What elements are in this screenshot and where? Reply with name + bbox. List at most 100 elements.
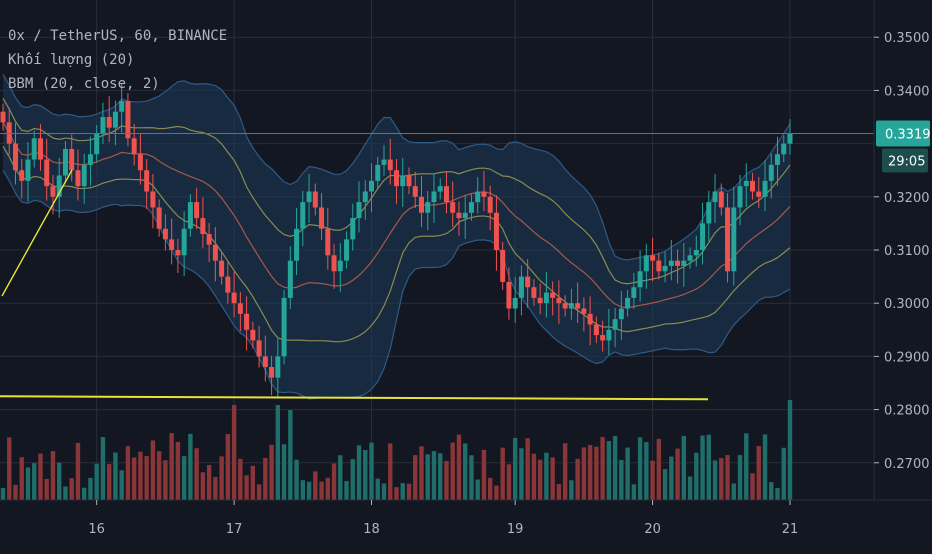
candle-body[interactable] xyxy=(437,186,443,192)
candle-body[interactable] xyxy=(206,234,212,245)
candle-body[interactable] xyxy=(106,117,112,128)
candle-body[interactable] xyxy=(675,260,681,266)
candle-body[interactable] xyxy=(687,255,693,261)
candle-body[interactable] xyxy=(775,154,781,165)
candle-body[interactable] xyxy=(712,191,718,203)
candle-body[interactable] xyxy=(425,202,431,213)
candle-body[interactable] xyxy=(225,276,231,293)
candle-body[interactable] xyxy=(294,228,300,261)
candle-body[interactable] xyxy=(231,292,237,304)
symbol-title[interactable]: 0x / TetherUS, 60, BINANCE xyxy=(8,28,228,44)
candle-body[interactable] xyxy=(668,260,674,266)
candle-body[interactable] xyxy=(387,159,393,171)
candle-body[interactable] xyxy=(506,281,512,309)
candle-body[interactable] xyxy=(94,132,100,155)
candle-body[interactable] xyxy=(637,271,643,288)
candle-body[interactable] xyxy=(350,218,356,240)
candle-body[interactable] xyxy=(618,308,624,320)
candle-body[interactable] xyxy=(693,250,699,256)
candle-body[interactable] xyxy=(631,287,637,298)
candle-body[interactable] xyxy=(381,159,387,165)
candle-body[interactable] xyxy=(656,260,662,272)
candle-body[interactable] xyxy=(768,164,774,181)
candle-body[interactable] xyxy=(337,260,343,272)
candle-body[interactable] xyxy=(375,164,381,181)
candle-body[interactable] xyxy=(256,340,262,357)
candle-body[interactable] xyxy=(287,260,293,298)
candle-body[interactable] xyxy=(462,212,468,219)
candle-body[interactable] xyxy=(112,111,118,128)
candle-body[interactable] xyxy=(156,207,162,229)
candle-body[interactable] xyxy=(87,154,93,165)
candle-body[interactable] xyxy=(187,202,193,229)
candle-body[interactable] xyxy=(643,255,649,272)
candle-body[interactable] xyxy=(6,122,12,144)
candle-body[interactable] xyxy=(568,303,574,309)
volume-indicator-label[interactable]: Khối lượng (20) xyxy=(8,52,135,68)
candle-body[interactable] xyxy=(400,175,406,187)
candle-body[interactable] xyxy=(12,143,18,171)
candle-body[interactable] xyxy=(162,228,168,240)
candle-body[interactable] xyxy=(262,356,268,368)
candle-body[interactable] xyxy=(394,170,399,187)
candle-body[interactable] xyxy=(237,303,243,314)
candle-body[interactable] xyxy=(512,297,518,309)
candle-body[interactable] xyxy=(550,292,556,298)
candle-body[interactable] xyxy=(681,260,687,266)
candle-body[interactable] xyxy=(200,218,206,235)
candle-body[interactable] xyxy=(756,191,762,197)
candle-body[interactable] xyxy=(169,239,175,250)
candle-body[interactable] xyxy=(562,303,568,309)
candle-body[interactable] xyxy=(650,255,656,261)
support-trendline[interactable] xyxy=(0,395,709,401)
candle-body[interactable] xyxy=(44,159,50,187)
candle-body[interactable] xyxy=(475,191,481,203)
candle-body[interactable] xyxy=(518,276,524,298)
candle-body[interactable] xyxy=(600,335,606,341)
candle-body[interactable] xyxy=(543,292,549,304)
candle-body[interactable] xyxy=(56,175,62,197)
candle-body[interactable] xyxy=(212,244,218,261)
candle-body[interactable] xyxy=(325,228,331,256)
candle-body[interactable] xyxy=(575,303,581,309)
candle-body[interactable] xyxy=(731,207,737,272)
candle-body[interactable] xyxy=(356,202,362,219)
candle-body[interactable] xyxy=(450,202,456,213)
candle-body[interactable] xyxy=(19,170,25,181)
candle-body[interactable] xyxy=(725,207,731,272)
candle-body[interactable] xyxy=(537,297,543,304)
candle-body[interactable] xyxy=(75,170,81,187)
candle-body[interactable] xyxy=(587,313,593,325)
candle-body[interactable] xyxy=(737,186,743,208)
candle-body[interactable] xyxy=(468,202,474,213)
candle-body[interactable] xyxy=(412,186,418,197)
candle-body[interactable] xyxy=(525,276,531,288)
candle-body[interactable] xyxy=(25,159,31,181)
candle-body[interactable] xyxy=(144,170,150,192)
candle-body[interactable] xyxy=(281,297,287,357)
candle-body[interactable] xyxy=(406,175,412,187)
candle-body[interactable] xyxy=(119,101,125,112)
candle-body[interactable] xyxy=(781,143,787,155)
candle-body[interactable] xyxy=(300,202,306,229)
candle-body[interactable] xyxy=(37,138,43,160)
candle-body[interactable] xyxy=(306,191,312,203)
candle-body[interactable] xyxy=(493,212,499,250)
candle-body[interactable] xyxy=(443,186,449,203)
candle-body[interactable] xyxy=(362,191,368,203)
candle-body[interactable] xyxy=(137,154,143,171)
candle-body[interactable] xyxy=(0,111,6,123)
candle-body[interactable] xyxy=(194,202,200,219)
candle-body[interactable] xyxy=(219,260,225,277)
candle-body[interactable] xyxy=(606,329,612,341)
candle-body[interactable] xyxy=(481,191,487,197)
candle-body[interactable] xyxy=(531,287,537,298)
candle-body[interactable] xyxy=(625,297,631,309)
candle-body[interactable] xyxy=(750,180,756,192)
candle-body[interactable] xyxy=(612,319,618,330)
candle-body[interactable] xyxy=(662,265,668,272)
candle-body[interactable] xyxy=(131,138,137,155)
candle-body[interactable] xyxy=(244,313,250,330)
